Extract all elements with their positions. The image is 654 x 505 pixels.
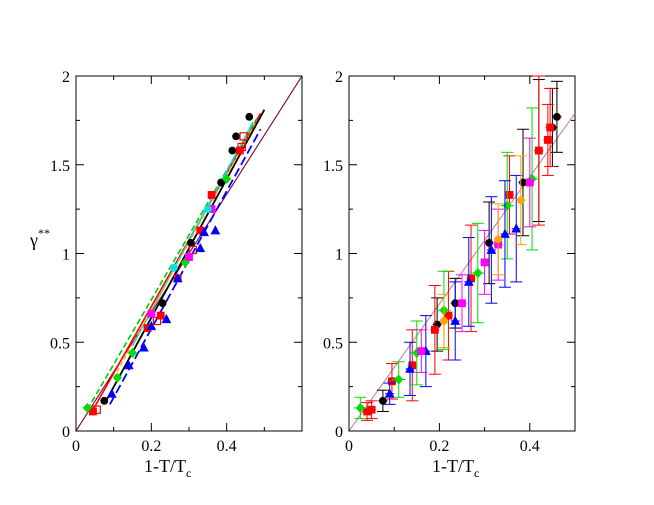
left-point-red-open bbox=[237, 142, 246, 152]
right-axis-ticks: 0 0.2 0.4 0 0.5 1 1.5 2 bbox=[323, 69, 575, 455]
right-point-red bbox=[534, 146, 543, 155]
left-point-black bbox=[186, 238, 195, 247]
left-point-red-filled bbox=[207, 191, 216, 199]
right-point-magenta bbox=[525, 178, 534, 187]
left-axis-ticks: 0 0.2 0.4 0 0.5 1 1.5 2 bbox=[50, 69, 302, 455]
right-point-magenta bbox=[458, 299, 466, 308]
left-series-cyan bbox=[170, 205, 212, 272]
right-point-green bbox=[502, 200, 512, 211]
left-point-green bbox=[222, 173, 232, 184]
right-point-red bbox=[543, 136, 552, 144]
right-panel: 0 0.2 0.4 0 0.5 1 1.5 2 1-T/Tc bbox=[323, 69, 576, 480]
left-point-blue bbox=[138, 342, 149, 352]
left-point-black bbox=[217, 178, 225, 187]
right-point-green bbox=[394, 374, 404, 385]
right-y-tick-label: 0 bbox=[335, 424, 343, 441]
right-point-orange bbox=[440, 317, 448, 325]
left-point-blue bbox=[195, 242, 206, 253]
right-point-red bbox=[388, 377, 396, 386]
left-point-blue bbox=[172, 273, 183, 283]
right-point-magenta bbox=[417, 347, 426, 356]
left-series-blue bbox=[106, 225, 221, 398]
left-point-blue bbox=[161, 313, 172, 324]
left-point-magenta bbox=[185, 253, 193, 261]
right-point-blue bbox=[511, 223, 522, 233]
right-point-red bbox=[505, 191, 514, 199]
left-point-cyan bbox=[170, 263, 178, 272]
right-x-tick-label: 0.4 bbox=[520, 438, 540, 455]
right-point-red bbox=[444, 311, 453, 320]
left-x-tick-label: 0.2 bbox=[141, 438, 161, 455]
right-series-green bbox=[353, 107, 539, 420]
right-fit-lines bbox=[349, 112, 575, 431]
right-point-black bbox=[378, 396, 387, 405]
right-point-orange bbox=[494, 235, 503, 244]
left-point-black bbox=[100, 396, 109, 405]
left-point-black bbox=[232, 132, 240, 141]
right-point-green bbox=[355, 402, 365, 413]
left-y-tick-label: 0 bbox=[62, 424, 70, 441]
left-point-blue bbox=[210, 225, 221, 235]
right-point-blue bbox=[384, 388, 395, 398]
right-x-tick-label: 0.2 bbox=[429, 438, 449, 455]
left-y-tick-label: 1.5 bbox=[50, 158, 70, 175]
right-y-tick-label: 2 bbox=[335, 69, 343, 86]
right-x-tick-label: 0 bbox=[345, 438, 353, 455]
right-point-green bbox=[473, 267, 483, 279]
left-series-black bbox=[100, 112, 254, 405]
left-point-blue bbox=[123, 360, 134, 370]
right-point-magenta bbox=[480, 258, 489, 267]
right-series-black bbox=[376, 79, 563, 412]
right-series-orange bbox=[437, 155, 527, 349]
left-point-black bbox=[245, 112, 254, 121]
right-point-red bbox=[430, 325, 439, 334]
right-point-blue bbox=[450, 315, 461, 325]
right-point-blue bbox=[486, 244, 497, 254]
left-point-green bbox=[112, 372, 123, 383]
right-point-blue bbox=[405, 363, 415, 373]
left-point-magenta bbox=[147, 309, 156, 318]
left-red-fit-line bbox=[90, 112, 262, 414]
left-point-black bbox=[228, 146, 237, 155]
left-point-blue bbox=[106, 388, 117, 398]
left-point-blue bbox=[146, 321, 157, 331]
right-reference-line bbox=[349, 112, 575, 431]
right-series-blue bbox=[383, 174, 523, 405]
left-x-axis-title: 1-T/Tc bbox=[144, 456, 191, 480]
left-series-green bbox=[82, 173, 232, 413]
left-y-tick-label: 0.5 bbox=[50, 335, 70, 352]
right-point-red bbox=[546, 123, 555, 132]
left-x-tick-label: 0.4 bbox=[217, 438, 237, 455]
left-point-green bbox=[127, 347, 138, 358]
left-point-red-open bbox=[152, 316, 162, 326]
left-point-cyan bbox=[203, 205, 212, 214]
right-plot-frame bbox=[348, 75, 576, 432]
right-point-blue bbox=[463, 276, 474, 286]
left-orange-fit-line bbox=[113, 120, 258, 379]
right-series-magenta bbox=[415, 137, 536, 373]
right-point-red bbox=[367, 405, 376, 414]
left-y-tick-label: 1 bbox=[62, 247, 70, 264]
right-y-tick-label: 1.5 bbox=[323, 158, 343, 175]
right-y-tick-label: 0.5 bbox=[323, 335, 343, 352]
right-point-blue bbox=[500, 228, 510, 238]
right-y-tick-label: 1 bbox=[335, 247, 343, 264]
left-y-axis-title: γ** bbox=[29, 226, 50, 250]
right-point-black bbox=[553, 112, 561, 121]
left-panel: 0 0.2 0.4 0 0.5 1 1.5 2 1-T/Tc γ** bbox=[29, 69, 303, 480]
left-y-tick-label: 2 bbox=[62, 69, 70, 86]
left-point-red-open bbox=[239, 132, 248, 141]
right-point-orange bbox=[516, 196, 525, 205]
left-point-blue bbox=[199, 226, 209, 237]
left-x-tick-label: 0 bbox=[72, 438, 80, 455]
right-data-points bbox=[353, 75, 563, 421]
left-data-points bbox=[82, 112, 254, 416]
left-point-green bbox=[82, 402, 92, 413]
right-series-red bbox=[361, 75, 557, 421]
left-point-red-open bbox=[92, 405, 101, 414]
right-x-axis-title: 1-T/Tc bbox=[432, 456, 479, 480]
left-point-black bbox=[158, 299, 167, 308]
